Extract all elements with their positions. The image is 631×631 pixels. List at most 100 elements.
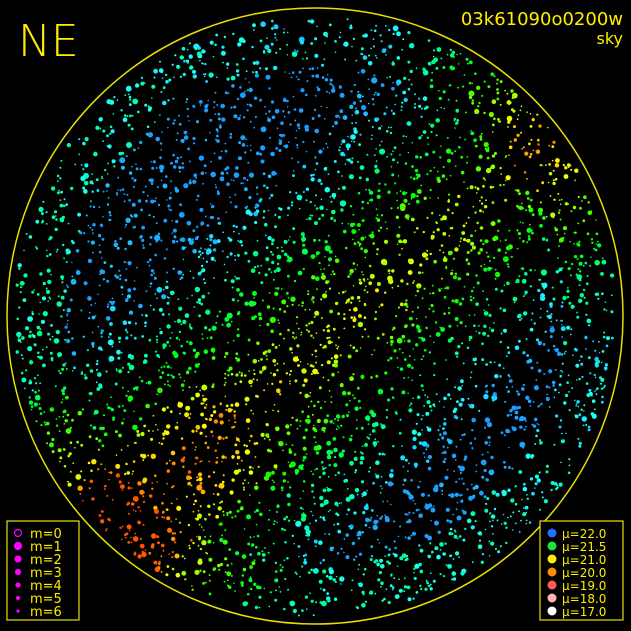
star — [358, 143, 361, 147]
star — [204, 248, 206, 250]
star — [157, 369, 160, 372]
star — [196, 535, 198, 538]
star — [384, 25, 387, 27]
star — [294, 119, 297, 122]
star — [192, 136, 196, 141]
star — [123, 409, 127, 412]
star — [46, 442, 48, 445]
star — [216, 134, 219, 138]
star — [225, 211, 227, 213]
star — [556, 351, 562, 356]
star — [362, 573, 365, 576]
star — [133, 410, 135, 413]
star — [125, 155, 128, 158]
star — [127, 240, 133, 246]
star — [185, 370, 190, 375]
star — [546, 315, 549, 318]
star — [263, 437, 266, 440]
star — [300, 334, 302, 336]
star — [313, 108, 317, 112]
star — [474, 230, 477, 232]
star — [39, 272, 43, 276]
star — [511, 385, 514, 388]
star — [151, 543, 155, 547]
star — [289, 382, 291, 385]
star — [445, 266, 448, 270]
star — [417, 306, 420, 309]
star — [175, 138, 178, 141]
star — [58, 416, 61, 418]
star — [220, 500, 223, 503]
star — [485, 502, 488, 505]
star — [280, 288, 283, 290]
star — [367, 102, 370, 105]
star — [139, 537, 142, 541]
star — [144, 314, 148, 317]
star — [193, 503, 195, 506]
star — [396, 199, 399, 202]
star — [267, 209, 270, 212]
star — [108, 471, 110, 474]
star — [167, 204, 171, 208]
star — [447, 98, 450, 101]
star — [528, 521, 532, 524]
star — [130, 355, 135, 359]
star — [571, 387, 574, 390]
star — [525, 420, 527, 422]
star — [328, 569, 334, 575]
star — [142, 244, 145, 247]
star — [559, 374, 562, 378]
star — [104, 169, 107, 172]
star — [517, 281, 520, 284]
star — [236, 357, 241, 362]
star — [544, 330, 547, 333]
star — [137, 506, 140, 509]
star — [243, 444, 246, 447]
star — [259, 512, 263, 517]
star — [247, 353, 250, 356]
star — [286, 99, 289, 103]
star — [547, 181, 550, 184]
star — [331, 341, 333, 344]
star — [207, 99, 209, 102]
star — [324, 466, 327, 469]
star — [385, 408, 389, 412]
star — [224, 91, 228, 95]
star — [199, 104, 202, 106]
star — [175, 572, 181, 578]
star — [105, 370, 108, 373]
star — [604, 301, 607, 303]
star — [539, 295, 546, 302]
star — [97, 468, 100, 471]
star — [518, 418, 522, 422]
star — [356, 606, 360, 610]
star — [162, 437, 165, 440]
star — [537, 207, 544, 213]
star — [96, 387, 101, 391]
star — [427, 466, 432, 471]
star — [525, 395, 530, 400]
star — [233, 582, 235, 585]
star — [123, 114, 127, 117]
star — [344, 246, 348, 250]
star — [415, 294, 417, 297]
star — [233, 414, 237, 418]
star — [476, 221, 480, 225]
star — [194, 462, 197, 465]
star — [521, 267, 525, 270]
star — [195, 120, 200, 124]
star — [126, 142, 132, 148]
star — [302, 554, 306, 558]
star — [250, 385, 253, 387]
star — [352, 394, 354, 397]
star — [408, 494, 414, 500]
star — [102, 215, 104, 218]
star — [380, 424, 386, 430]
star — [243, 176, 246, 180]
star — [407, 60, 411, 64]
star — [299, 497, 302, 500]
star — [430, 409, 433, 412]
star — [414, 103, 416, 105]
star — [352, 262, 356, 265]
star — [305, 328, 308, 331]
